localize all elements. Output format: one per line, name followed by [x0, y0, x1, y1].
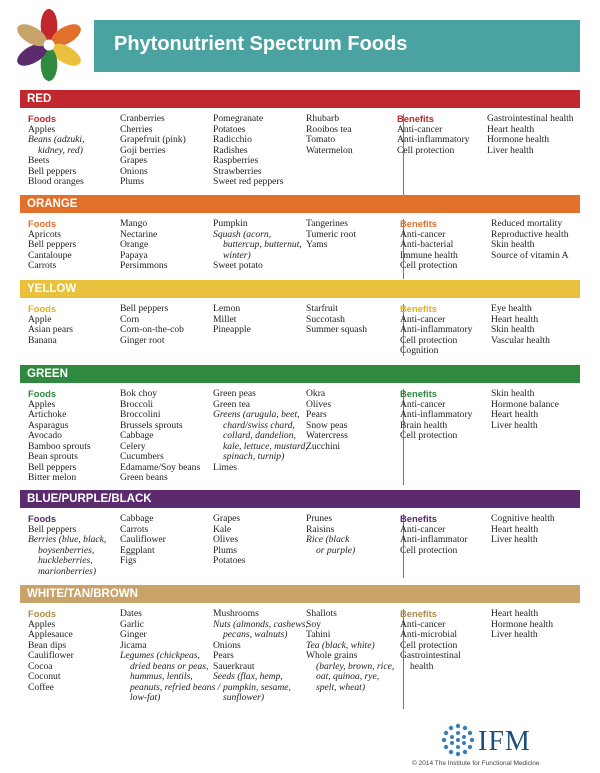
foods-col-2: Mango Nectarine Orange Papaya Persimmons: [120, 218, 168, 271]
section-header-tan: WHITE/TAN/BROWN: [20, 585, 580, 603]
column-divider: [403, 514, 404, 578]
foods-col-3: Lemon Millet Pineapple: [213, 303, 251, 335]
foods-col-2: Bell peppers Corn Corn-on-the-cob Ginger…: [120, 303, 184, 346]
foods-col-3: Pomegranate Potatoes Radicchio Radishes …: [213, 113, 284, 187]
foods-col-4: Okra Olives Pears Snow peas Watercress Z…: [306, 388, 348, 452]
section-header-green: GREEN: [20, 365, 580, 383]
section-header-yellow: YELLOW: [20, 280, 580, 298]
foods-col-3: Mushrooms Nuts (almonds, cashews, pecans…: [213, 608, 308, 703]
benefits-col-1: Benefits Anti-cancer Anti-inflammatory C…: [400, 303, 473, 356]
benefits-col-1: Benefits Anti-cancer Anti-microbial Cell…: [400, 608, 461, 672]
ifm-logo-text: IFM: [478, 726, 531, 757]
foods-col-1: Foods Apples Applesauce Bean dips Caulif…: [28, 608, 74, 693]
section-header-orange: ORANGE: [20, 195, 580, 213]
foods-col-4: Shallots Soy Tahini Tea (black, white) W…: [306, 608, 395, 693]
benefits-col-1: Benefits Anti-cancer Anti-inflammatory B…: [400, 388, 473, 441]
page-title: Phytonutrient Spectrum Foods: [114, 33, 408, 55]
section-header-purple: BLUE/PURPLE/BLACK: [20, 490, 580, 508]
foods-col-1: Foods Apricots Bell peppers Cantaloupe C…: [28, 218, 77, 271]
section-header-red: RED: [20, 90, 580, 108]
section-purple: BLUE/PURPLE/BLACK Foods Bell peppers Ber…: [20, 490, 580, 578]
benefits-col-2: Heart health Hormone health Liver health: [491, 608, 554, 640]
foods-col-1: Foods Apples Artichoke Asparagus Avocado…: [28, 388, 91, 483]
foods-col-1: Foods Bell peppers Berries (blue, black,…: [28, 513, 107, 577]
benefits-col-2: Eye health Heart health Skin health Vasc…: [491, 303, 550, 346]
benefits-col-1: Benefits Anti-cancer Anti-inflammatory C…: [397, 113, 470, 156]
flower-logo-icon: [17, 8, 81, 82]
column-divider: [403, 114, 404, 200]
benefits-col-1: Benefits Anti-cancer Anti-inflammator Ce…: [400, 513, 468, 556]
column-divider: [403, 219, 404, 279]
section-orange: ORANGE Foods Apricots Bell peppers Canta…: [20, 195, 580, 279]
column-divider: [403, 389, 404, 485]
section-tan: WHITE/TAN/BROWN Foods Apples Applesauce …: [20, 585, 580, 709]
foods-col-2: Dates Garlic Ginger Jicama Legumes (chic…: [120, 608, 221, 703]
benefits-col-1: Benefits Anti-cancer Anti-bacterial Immu…: [400, 218, 458, 271]
foods-col-1: Foods Apples Beans (adzuki, kidney, red)…: [28, 113, 85, 187]
foods-col-3: Green peas Green tea Greens (arugula, be…: [213, 388, 308, 473]
column-divider: [403, 609, 404, 709]
section-yellow: YELLOW Foods Apple Asian pears Banana Be…: [20, 280, 580, 356]
benefits-col-2: Reduced mortality Reproductive health Sk…: [491, 218, 569, 261]
benefits-col-2: Skin health Hormone balance Heart health…: [491, 388, 559, 431]
benefits-col-2: Cognitive health Heart health Liver heal…: [491, 513, 555, 545]
foods-col-2: Cabbage Carrots Cauliflower Eggplant Fig…: [120, 513, 166, 566]
foods-col-4: Prunes Raisins Rice (black or purple): [306, 513, 356, 556]
section-red: RED Foods Apples Beans (adzuki, kidney, …: [20, 90, 580, 200]
foods-col-3: Grapes Kale Olives Plums Potatoes: [213, 513, 246, 566]
copyright-text: © 2014 The Institute for Functional Medi…: [412, 760, 540, 767]
foods-col-4: Starfruit Succotash Summer squash: [306, 303, 368, 335]
foods-col-1: Foods Apple Asian pears Banana: [28, 303, 74, 346]
column-divider: [403, 304, 404, 356]
benefits-col-2: Gastrointestinal health Heart health Hor…: [487, 113, 574, 156]
foods-col-2: Bok choy Broccoli Broccolini Brussels sp…: [120, 388, 201, 483]
foods-col-2: Cranberries Cherries Grapefruit (pink) G…: [120, 113, 186, 187]
foods-col-3: Pumpkin Squash (acorn, buttercup, butter…: [213, 218, 302, 271]
foods-col-4: Rhubarb Rooibos tea Tomato Watermelon: [306, 113, 353, 156]
foods-col-4: Tangerines Tumeric root Yams: [306, 218, 357, 250]
section-green: GREEN Foods Apples Artichoke Asparagus A…: [20, 365, 580, 485]
title-banner: Phytonutrient Spectrum Foods: [94, 20, 580, 72]
ifm-globe-icon: [441, 723, 475, 757]
